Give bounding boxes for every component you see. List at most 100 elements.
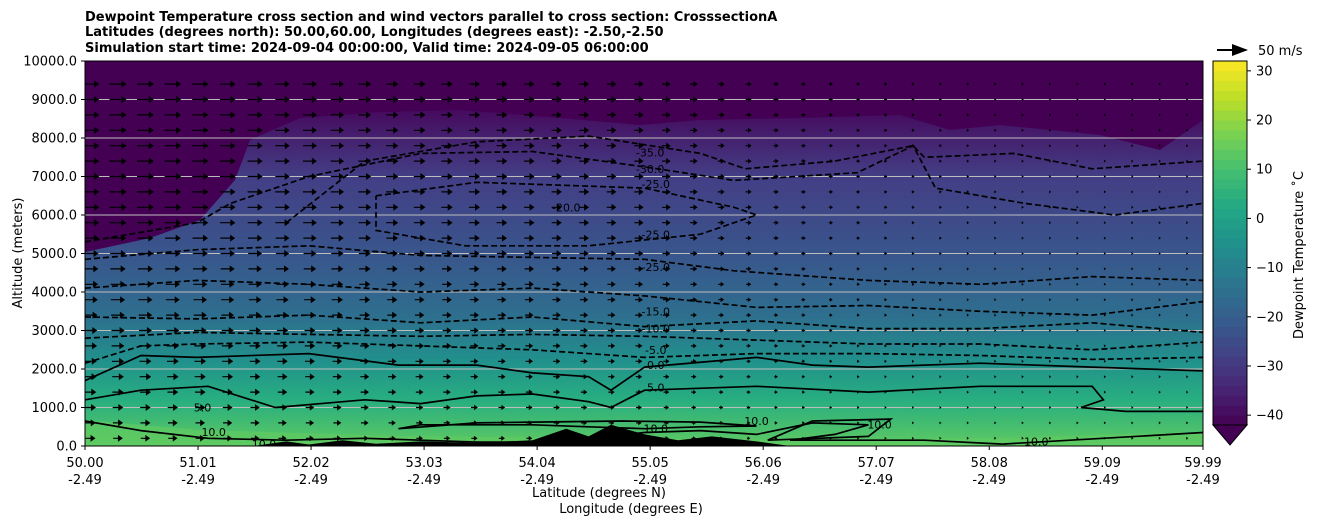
wind-vector-384 xyxy=(526,435,533,441)
wind-vector-184 xyxy=(275,188,290,196)
wind-vector-906 xyxy=(1103,159,1107,163)
wind-vector-565 xyxy=(717,235,725,241)
wind-vector-355 xyxy=(468,142,480,150)
wind-vector-820 xyxy=(1021,375,1024,379)
wind-vector-329 xyxy=(441,173,453,180)
wind-vector-332 xyxy=(441,126,453,134)
wind-vector-157 xyxy=(247,234,263,242)
wind-vector-881 xyxy=(1076,175,1079,178)
wind-vector-459 xyxy=(608,389,615,395)
wind-vector-602 xyxy=(774,405,778,410)
wind-vector-903 xyxy=(1103,205,1107,209)
wind-vector-706 xyxy=(884,282,888,287)
wind-vector-352 xyxy=(468,188,480,196)
wind-vector-905 xyxy=(1103,175,1107,178)
wind-vector-632 xyxy=(801,313,806,318)
wind-vector-433 xyxy=(581,420,588,426)
wind-vector-420 xyxy=(551,250,562,257)
wind-vector-289 xyxy=(416,420,424,426)
wind-vector-364 xyxy=(498,373,506,380)
wind-vector-749 xyxy=(939,359,942,363)
wind-vector-50 xyxy=(140,404,151,411)
wind-vector-920 xyxy=(1131,313,1134,317)
wind-vector-597 xyxy=(745,112,752,118)
wind-vector-700 xyxy=(884,375,887,379)
x-tick-label-lat-0: 50.00 xyxy=(66,456,103,471)
wind-vector-960 xyxy=(1186,436,1189,440)
wind-vector-764 xyxy=(939,128,942,132)
wind-vector-181 xyxy=(275,234,290,242)
wind-vector-564 xyxy=(718,250,725,257)
wind-vector-860 xyxy=(1049,128,1052,132)
wind-vector-220 xyxy=(332,373,342,380)
wind-vector-713 xyxy=(884,174,888,179)
colorbar-band-24 xyxy=(1213,179,1247,190)
colorbar-tick-label-1: 20 xyxy=(1256,114,1273,129)
wind-vector-165 xyxy=(247,111,263,119)
colorbar-band-32 xyxy=(1213,100,1247,111)
wind-vector-371 xyxy=(497,265,507,273)
wind-vector-135 xyxy=(219,203,236,211)
wind-vector-976 xyxy=(1186,190,1189,194)
wind-vector-573 xyxy=(717,112,725,118)
wind-vector-676 xyxy=(857,375,860,379)
wind-vector-22 xyxy=(85,96,100,103)
wind-vector-550 xyxy=(689,96,698,103)
wind-vector-806 xyxy=(994,221,997,225)
wind-vector-470 xyxy=(606,219,617,227)
wind-vector-230 xyxy=(330,219,344,227)
wind-vector-23 xyxy=(85,80,100,88)
wind-vector-772 xyxy=(966,375,969,379)
wind-vector-531 xyxy=(691,389,697,395)
wind-vector-7 xyxy=(85,327,98,334)
wind-vector-735 xyxy=(911,205,915,210)
wind-vector-478 xyxy=(606,96,617,103)
wind-vector-112 xyxy=(192,188,209,196)
contour-label-13: 10.0 xyxy=(252,438,277,451)
wind-vector-502 xyxy=(634,96,644,103)
colorbar-band-3 xyxy=(1213,385,1247,396)
wind-vector-146 xyxy=(250,404,260,411)
wind-vector-522 xyxy=(662,157,671,165)
wind-vector-518 xyxy=(662,219,671,226)
wind-vector-38 xyxy=(109,219,127,227)
contour-line-minus-15-5 xyxy=(85,314,1203,334)
wind-vector-977 xyxy=(1186,175,1189,178)
wind-vector-545 xyxy=(689,173,698,180)
wind-vector-761 xyxy=(939,174,942,179)
x-axis-label-latitude: Latitude (degrees N) xyxy=(532,486,666,501)
wind-vector-932 xyxy=(1131,128,1134,132)
wind-vector-948 xyxy=(1158,252,1161,255)
wind-vector-715 xyxy=(884,143,888,148)
wind-vector-168 xyxy=(278,435,287,442)
wind-vector-936 xyxy=(1158,436,1161,440)
wind-vector-259 xyxy=(358,142,372,150)
contour-label-9: 0.0 xyxy=(647,359,665,372)
wind-vector-690 xyxy=(856,159,861,164)
wind-vector-981 xyxy=(1186,113,1189,117)
wind-vector-434 xyxy=(581,404,588,411)
terrain-silhouette xyxy=(85,424,1203,446)
wind-vector-723 xyxy=(911,390,915,394)
wind-vector-115 xyxy=(192,142,209,150)
wind-vector-285 xyxy=(386,111,399,119)
wind-vector-17 xyxy=(85,173,100,180)
wind-vector-928 xyxy=(1131,190,1134,194)
wind-vector-825 xyxy=(1021,298,1024,302)
colorbar-band-12 xyxy=(1213,297,1247,308)
wind-vector-743 xyxy=(911,82,915,86)
wind-vector-150 xyxy=(249,342,261,350)
wind-vector-83 xyxy=(165,265,181,273)
wind-vector-964 xyxy=(1186,375,1189,379)
wind-vector-897 xyxy=(1103,298,1107,302)
wind-vector-879 xyxy=(1076,205,1079,209)
wind-vector-379 xyxy=(496,142,508,150)
wind-vector-131 xyxy=(220,265,235,273)
wind-vector-451 xyxy=(579,142,590,150)
wind-vector-390 xyxy=(525,342,534,349)
wind-vector-783 xyxy=(966,205,970,209)
wind-vector-665 xyxy=(828,174,834,179)
wind-vector-609 xyxy=(773,297,779,302)
wind-vector-703 xyxy=(884,328,888,333)
wind-vector-731 xyxy=(911,267,915,271)
